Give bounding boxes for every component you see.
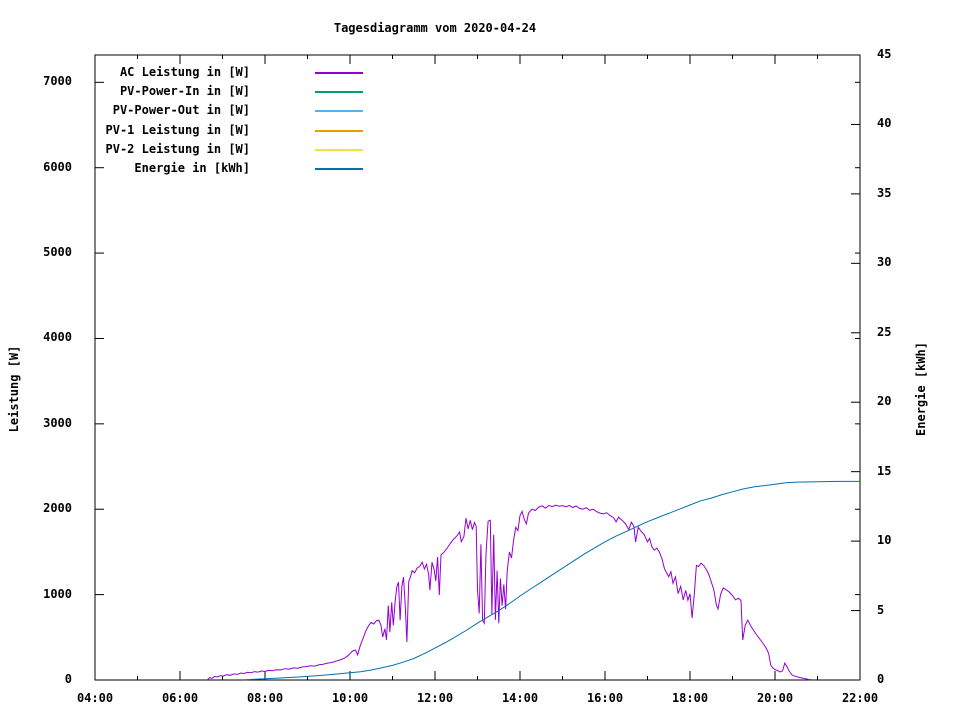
- series-line: [243, 480, 860, 681]
- chart-title: Tagesdiagramm vom 2020-04-24: [333, 21, 537, 35]
- y-right-axis-title: Energie [kWh]: [914, 342, 928, 436]
- series-line: [207, 504, 813, 681]
- y-left-axis-title: Leistung [W]: [7, 345, 21, 433]
